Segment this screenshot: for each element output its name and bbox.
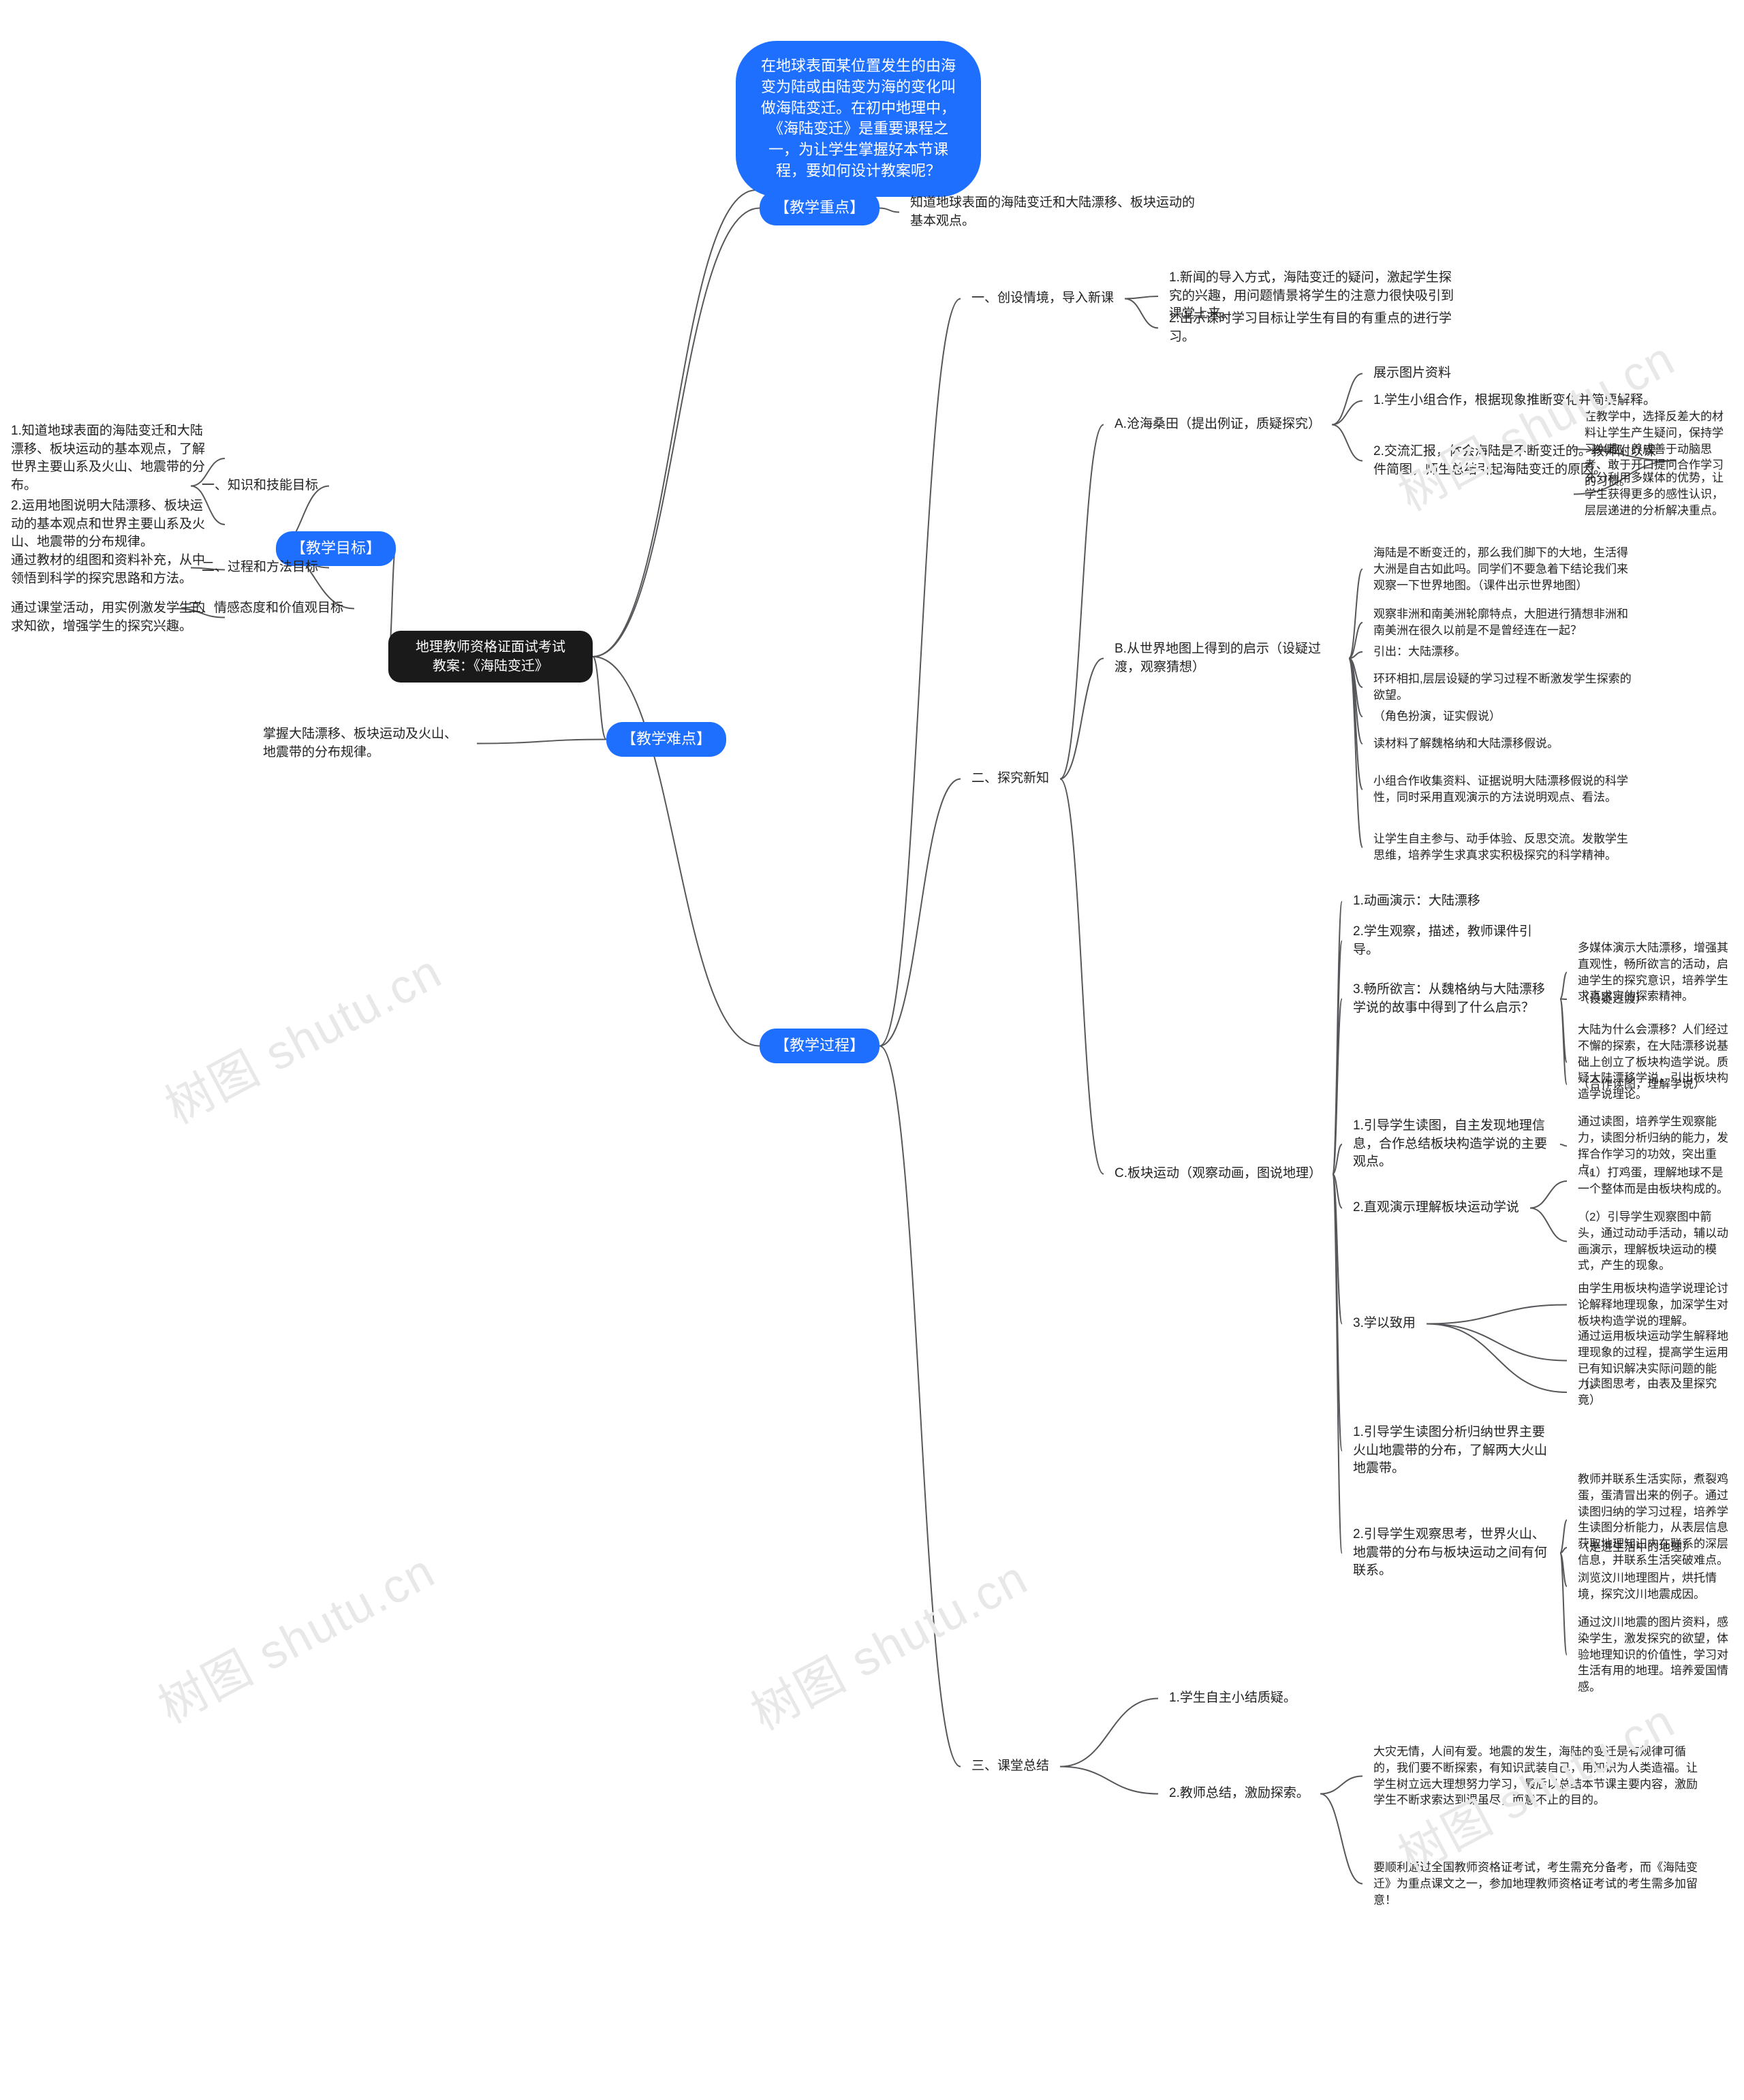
- branch-proc: 【教学过程】: [760, 1029, 879, 1063]
- mindmap-node: 1.知道地球表面的海陆变迁和大陆漂移、板块运动的基本观点，了解世界主要山系及火山…: [0, 416, 225, 501]
- mindmap-node: （1）打鸡蛋，理解地球不是一个整体而是由板块构成的。: [1567, 1158, 1744, 1204]
- mindmap-node: 3.畅所欲言：从魏格纳与大陆漂移学说的故事中得到了什么启示？: [1342, 974, 1560, 1024]
- mindmap-node: 掌握大陆漂移、板块运动及火山、地震带的分布规律。: [252, 719, 477, 768]
- mindmap-node: 知道地球表面的海陆变迁和大陆漂移、板块运动的基本观点。: [899, 187, 1213, 237]
- mindmap-node: 2.教师总结，激励探索。: [1158, 1778, 1320, 1810]
- mindmap-node: 小组合作收集资料、证据说明大陆漂移假说的科学性，同时采用直观演示的方法说明观点、…: [1362, 766, 1649, 813]
- mindmap-node: 要顺利通过全国教师资格证考试，考生需充分备考，而《海陆变迁》为重点课文之一，参加…: [1362, 1853, 1717, 1915]
- mindmap-node: 让学生自主参与、动手体验、反思交流。发散学生思维，培养学生求真求实积极探究的科学…: [1362, 824, 1649, 871]
- mindmap-node: 2.学生观察，描述，教师课件引导。: [1342, 916, 1560, 966]
- mindmap-node: 浏览汶川地理图片，烘托情境，探究汶川地震成因。: [1567, 1563, 1744, 1610]
- mindmap-node: （走进生活中的地理）: [1567, 1533, 1704, 1563]
- mindmap-node: 通过教材的组图和资料补充，从中领悟到科学的探究思路和方法。: [0, 545, 225, 595]
- branch-focus: 【教学重点】: [760, 191, 879, 225]
- mindmap-root: 地理教师资格证面试考试 教案：《海陆变迁》: [388, 631, 593, 683]
- mindmap-node: （2）引导学生观察图中箭头，通过动动手活动，辅以动画演示，理解板块运动的模式，产…: [1567, 1202, 1744, 1281]
- mindmap-node: 充分利用多媒体的优势，让学生获得更多的感性认识，层层递进的分析解决重点。: [1574, 463, 1744, 525]
- mindmap-node: 二、探究新知: [961, 763, 1060, 795]
- mindmap-node: 通过课堂活动，用实例激发学生的求知欲，增强学生的探究兴趣。: [0, 593, 225, 642]
- mindmap-node: 引出：大陆漂移。: [1362, 637, 1477, 667]
- mindmap-node: （读图思考，由表及里探究竟）: [1567, 1369, 1744, 1415]
- mindmap-node: （合作读图，理解学说）: [1567, 1069, 1716, 1099]
- mindmap-node: C.板块运动（观察动画，图说地理）: [1104, 1158, 1333, 1190]
- mindmap-node: 1.引导学生读图分析归纳世界主要火山地震带的分布，了解两大火山地震带。: [1342, 1417, 1560, 1485]
- intro-bubble: 在地球表面某位置发生的由海变为陆或由陆变为海的变化叫做海陆变迁。在初中地理中，《…: [736, 41, 981, 197]
- mindmap-node: 1.引导学生读图，自主发现地理信息，合作总结板块构造学说的主要观点。: [1342, 1110, 1560, 1178]
- mindmap-node: 大灾无情，人间有爱。地震的发生，海陆的变迁是有规律可循的，我们要不断探索，有知识…: [1362, 1737, 1717, 1815]
- branch-diff: 【教学难点】: [606, 722, 726, 757]
- mindmap-node: 2.直观演示理解板块运动学说: [1342, 1192, 1530, 1224]
- mindmap-node: B.从世界地图上得到的启示（设疑过渡，观察猜想）: [1104, 633, 1349, 683]
- mindmap-node: 海陆是不断变迁的，那么我们脚下的大地，生活得大洲是自古如此吗。同学们不要急着下结…: [1362, 538, 1649, 600]
- mindmap-node: （设疑过渡）: [1567, 984, 1658, 1014]
- mindmap-node: 1.动画演示：大陆漂移: [1342, 886, 1491, 918]
- mindmap-node: 2.出示课时学习目标让学生有目的有重点的进行学习。: [1158, 303, 1472, 353]
- mindmap-node: （角色扮演，证实假说）: [1362, 702, 1512, 732]
- mindmap-node: A.沧海桑田（提出例证，质疑探究）: [1104, 409, 1332, 441]
- mindmap-node: 通过汶川地震的图片资料，感染学生，激发探究的欲望，体验地理知识的价值性，学习对生…: [1567, 1608, 1744, 1702]
- mindmap-node: 一、创设情境，导入新课: [961, 283, 1125, 315]
- mindmap-node: 1.学生自主小结质疑。: [1158, 1682, 1307, 1714]
- mindmap-node: 3.学以致用: [1342, 1308, 1427, 1340]
- mindmap-node: 三、课堂总结: [961, 1751, 1060, 1783]
- mindmap-node: 读材料了解魏格纳和大陆漂移假说。: [1362, 729, 1570, 759]
- mindmap-node: 2.引导学生观察思考，世界火山、地震带的分布与板块运动之间有何联系。: [1342, 1519, 1560, 1587]
